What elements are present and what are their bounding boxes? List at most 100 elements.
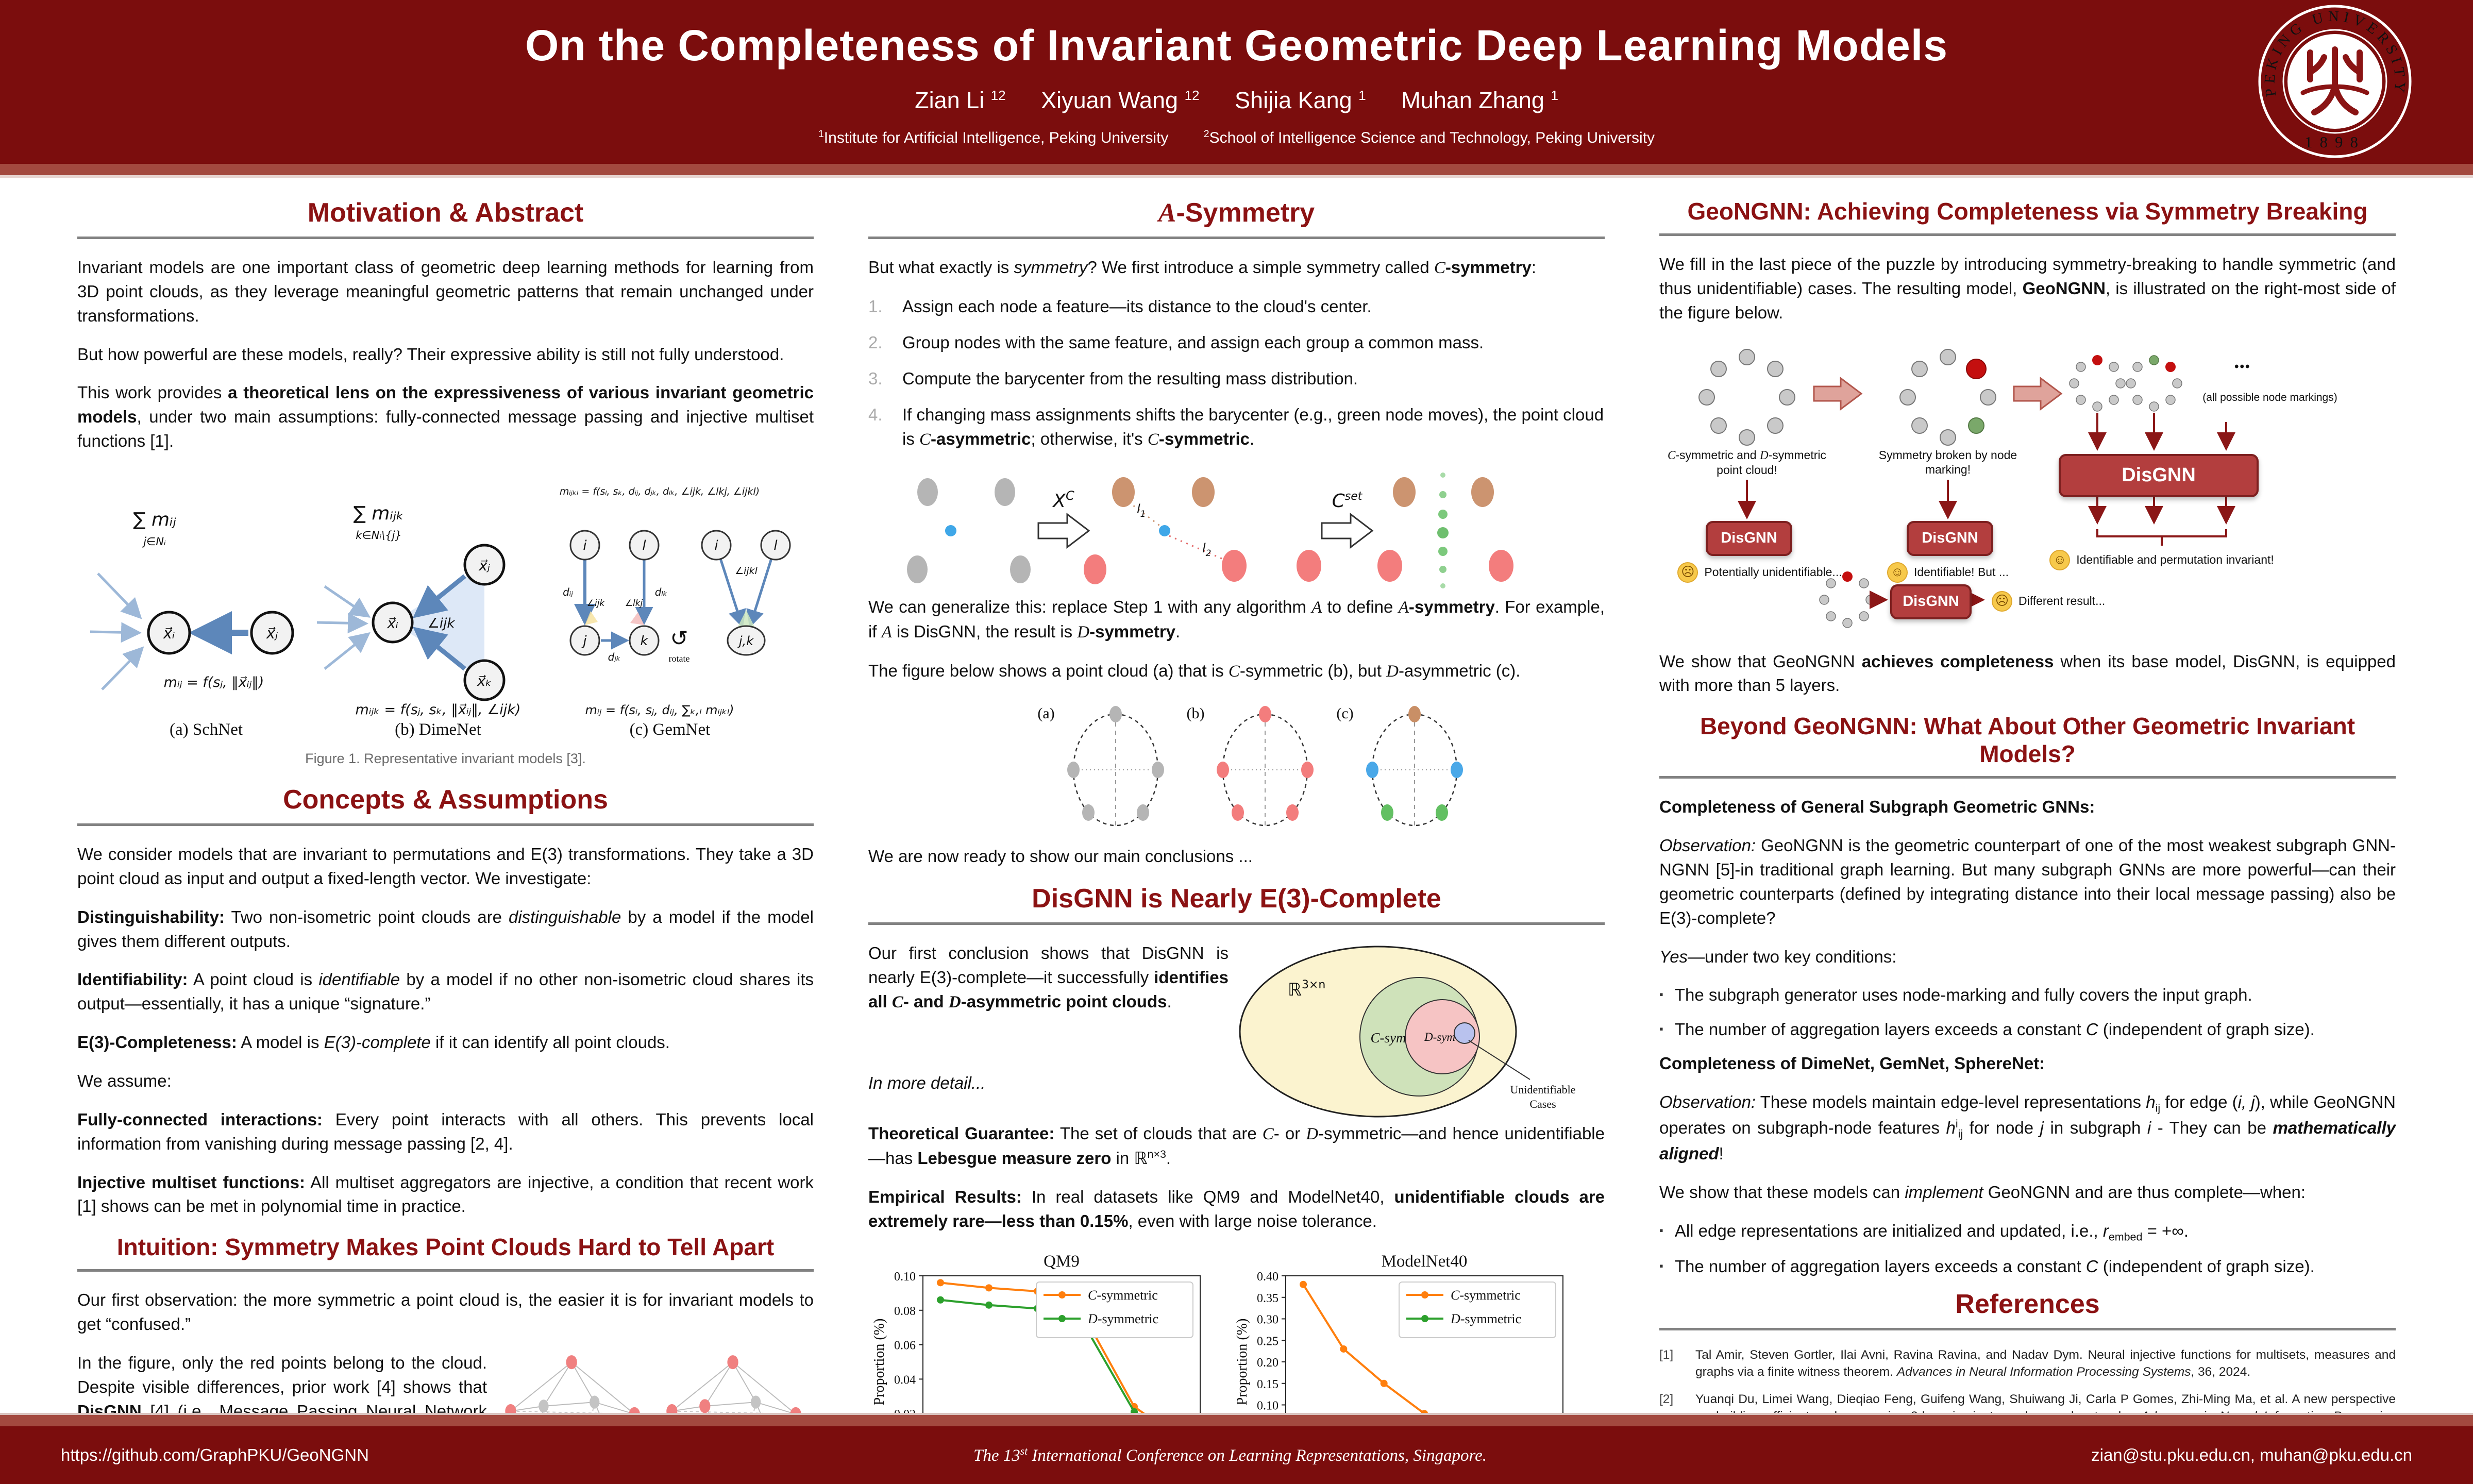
- assumption-injective: Injective multiset functions: All multis…: [77, 1172, 814, 1216]
- definition-distinguishability: Distinguishability: Two non-isometric po…: [77, 907, 814, 951]
- section-heading-references: References: [1955, 1289, 2100, 1320]
- section-rule: [77, 823, 814, 827]
- intuition-row: In the figure, only the red points belon…: [77, 1351, 814, 1415]
- node-xj-label: x⃗ⱼ: [266, 625, 278, 642]
- paragraph: We show that GeoNGNN achieves completene…: [1659, 651, 2396, 695]
- modelnet40-chart: ModelNet400.000.050.100.150.200.250.300.…: [1234, 1252, 1563, 1415]
- svg-text:0.04: 0.04: [894, 1373, 916, 1387]
- paragraph: Yes—under two key conditions:: [1659, 947, 1897, 966]
- schnet-sum-sub: j∈Nᵢ: [142, 535, 166, 548]
- section-heading-motivation: Motivation & Abstract: [307, 198, 584, 228]
- cloud2-caption: Symmetry broken by node marking!: [1878, 448, 2017, 477]
- svg-text:QM9: QM9: [1044, 1252, 1080, 1271]
- disgnn-big-box: DisGNN: [2059, 453, 2259, 497]
- markings-caption: (all possible node markings): [2202, 391, 2337, 403]
- result-identifiable-but: ☺ Identifiable! But ...: [1865, 562, 2030, 583]
- node-j-label: j: [581, 633, 587, 649]
- block-arrow: [1321, 512, 1374, 549]
- scared-face-icon: ☹: [1677, 562, 1698, 583]
- svg-text:C-symmetric: C-symmetric: [1088, 1288, 1158, 1303]
- dlk-label: dₗₖ: [655, 586, 668, 598]
- paragraph: Invariant models are one important class…: [77, 258, 814, 325]
- paragraph: We can generalize this: replace Step 1 w…: [868, 597, 1605, 642]
- svg-text:0.10: 0.10: [894, 1270, 916, 1284]
- venn-diagram: ℝ3×n C-sym D-sym Unidentifiable Cases: [1239, 946, 1576, 1118]
- aijkl-label: ∠ijkl: [735, 565, 758, 577]
- pink-arrow: [2013, 376, 2063, 411]
- svg-text:D-symmetric: D-symmetric: [1450, 1311, 1521, 1326]
- cloud-input: [907, 478, 1031, 583]
- alkj-label: ∠lkj: [625, 598, 643, 609]
- gemnet-diagram: mᵢⱼₖₗ = f(sₗ, sₖ, dᵢⱼ, dⱼₖ, dₗₖ, ∠ijk, ∠…: [560, 486, 791, 739]
- node-l-label: l: [642, 538, 646, 553]
- affiliation-list: 1Institute for Artificial Intelligence, …: [0, 128, 2473, 147]
- section-heading-disgnn: DisGNN is Nearly E(3)-Complete: [1032, 884, 1441, 914]
- node-xj-label: x⃗ⱼ: [478, 557, 490, 574]
- fear-face-icon: ☹: [1992, 591, 2012, 612]
- section-rule: [77, 1269, 814, 1272]
- section-rule: [868, 237, 1605, 239]
- contact-emails[interactable]: zian@stu.pku.edu.cn, muhan@pku.edu.cn: [2091, 1445, 2412, 1464]
- paragraph-observation-2: Observation: These models maintain edge-…: [1659, 1092, 2396, 1163]
- label-a: (a): [1037, 705, 1054, 722]
- reference-1: [1] Tal Amir, Steven Gortler, Ilai Avni, …: [1659, 1348, 2396, 1379]
- cloud-c: (c): [1336, 705, 1463, 827]
- section-rule: [1659, 233, 2396, 236]
- pink-arrow: [1813, 376, 1863, 411]
- node-i-label: i: [714, 538, 718, 553]
- section-rule: [77, 237, 814, 239]
- gemnet-caption: (c) GemNet: [630, 720, 711, 739]
- svg-text:D-symmetric: D-symmetric: [1087, 1311, 1158, 1326]
- dimenet-diagram: ∑ mᵢⱼₖ k∈Nᵢ\{j} x⃗ᵢ x⃗ⱼ x⃗ₖ ∠ijk mᵢⱼₖ = …: [316, 503, 520, 739]
- dimenet-sum-sub: k∈Nᵢ\{j}: [356, 529, 402, 542]
- affiliation: 2School of Intelligence Science and Tech…: [1203, 128, 1655, 146]
- section-rule: [1659, 1328, 2396, 1331]
- mini-marked-cloud-1: [2069, 355, 2126, 412]
- djk-label: dⱼₖ: [608, 651, 621, 663]
- csym-label: C-sym: [1371, 1030, 1406, 1045]
- result-different: ☹ Different result...: [1992, 591, 2208, 612]
- node-xk-label: x⃗ₖ: [477, 672, 492, 689]
- dsym-label: D-sym: [1424, 1031, 1455, 1043]
- rotate-icon: ↺: [670, 627, 688, 651]
- poster-footer: https://github.com/GraphPKU/GeoNGNN The …: [0, 1426, 2473, 1484]
- list-item-step3: 3. Compute the barycenter from the result…: [868, 369, 1358, 389]
- subheading-dimenet-gemnet: Completeness of DimeNet, GemNet, SphereN…: [1659, 1053, 2045, 1073]
- author: Shijia Kang 1: [1235, 87, 1366, 113]
- figure1-invariant-models: ∑ mᵢⱼ j∈Nᵢ x⃗ᵢ x⃗ⱼ mᵢⱼ = f(sⱼ, ‖x⃗ᵢⱼ‖) (…: [90, 486, 791, 739]
- paragraph: Our first conclusion shows that DisGNN i…: [868, 943, 1229, 1011]
- paragraph: Our first observation: the more symmetri…: [77, 1290, 814, 1334]
- angle-label: ∠ijk: [428, 616, 456, 631]
- poster-body: Motivation & Abstract Invariant models a…: [0, 178, 2473, 1415]
- affiliation: 1Institute for Artificial Intelligence, …: [818, 128, 1169, 146]
- bullet-item: ▪ The number of aggregation layers exceed…: [1659, 1257, 2315, 1276]
- column-1: Motivation & Abstract Invariant models a…: [77, 188, 814, 1415]
- logo-year: 1898: [2304, 133, 2365, 151]
- brace: [2096, 529, 2227, 546]
- footer-accent-strip: [0, 1413, 2473, 1426]
- paragraph-empirical: Empirical Results: In real datasets like…: [868, 1187, 1605, 1230]
- bullet-item: ▪ The subgraph generator uses node-markin…: [1659, 985, 2252, 1005]
- author: Muhan Zhang 1: [1401, 87, 1558, 113]
- conference-name: The 13st International Conference on Lea…: [973, 1445, 1487, 1465]
- paragraph: The figure below shows a point cloud (a)…: [868, 661, 1521, 681]
- github-link[interactable]: https://github.com/GraphPKU/GeoNGNN: [61, 1445, 369, 1464]
- list-item-step4: 4. If changing mass assignments shifts th…: [868, 405, 1604, 449]
- paragraph: We show that these models can implement …: [1659, 1182, 2306, 1202]
- abc-pointcloud-figure: (a) (b) (c): [1037, 705, 1463, 827]
- node-xi-label: x⃗ᵢ: [386, 615, 398, 632]
- node-i-label: i: [583, 538, 587, 553]
- poster-header: On the Completeness of Invariant Geometr…: [0, 0, 2473, 164]
- paragraph: In the figure, only the red points belon…: [77, 1353, 487, 1415]
- schnet-diagram: ∑ mᵢⱼ j∈Nᵢ x⃗ᵢ x⃗ⱼ mᵢⱼ = f(sⱼ, ‖x⃗ᵢⱼ‖) (…: [90, 509, 294, 739]
- section-heading-geongnn: GeoNGNN: Achieving Completeness via Symm…: [1687, 198, 2368, 225]
- author: Zian Li 12: [915, 87, 1006, 113]
- section-heading-beyond: Beyond GeoNGNN: What About Other Geometr…: [1700, 713, 2356, 768]
- author: Xiyuan Wang 12: [1041, 87, 1200, 113]
- icosahedra-figure: [505, 1355, 801, 1415]
- unidentifiable-cases-label: Cases: [1529, 1098, 1556, 1110]
- bullet-item: ▪ All edge representations are initialize…: [1659, 1221, 2189, 1243]
- cset-label: Cset: [1332, 490, 1363, 512]
- csymmetry-process-figure: XC l1 l2 Cset: [907, 472, 1513, 588]
- paragraph: But what exactly is symmetry? We first i…: [868, 258, 1537, 277]
